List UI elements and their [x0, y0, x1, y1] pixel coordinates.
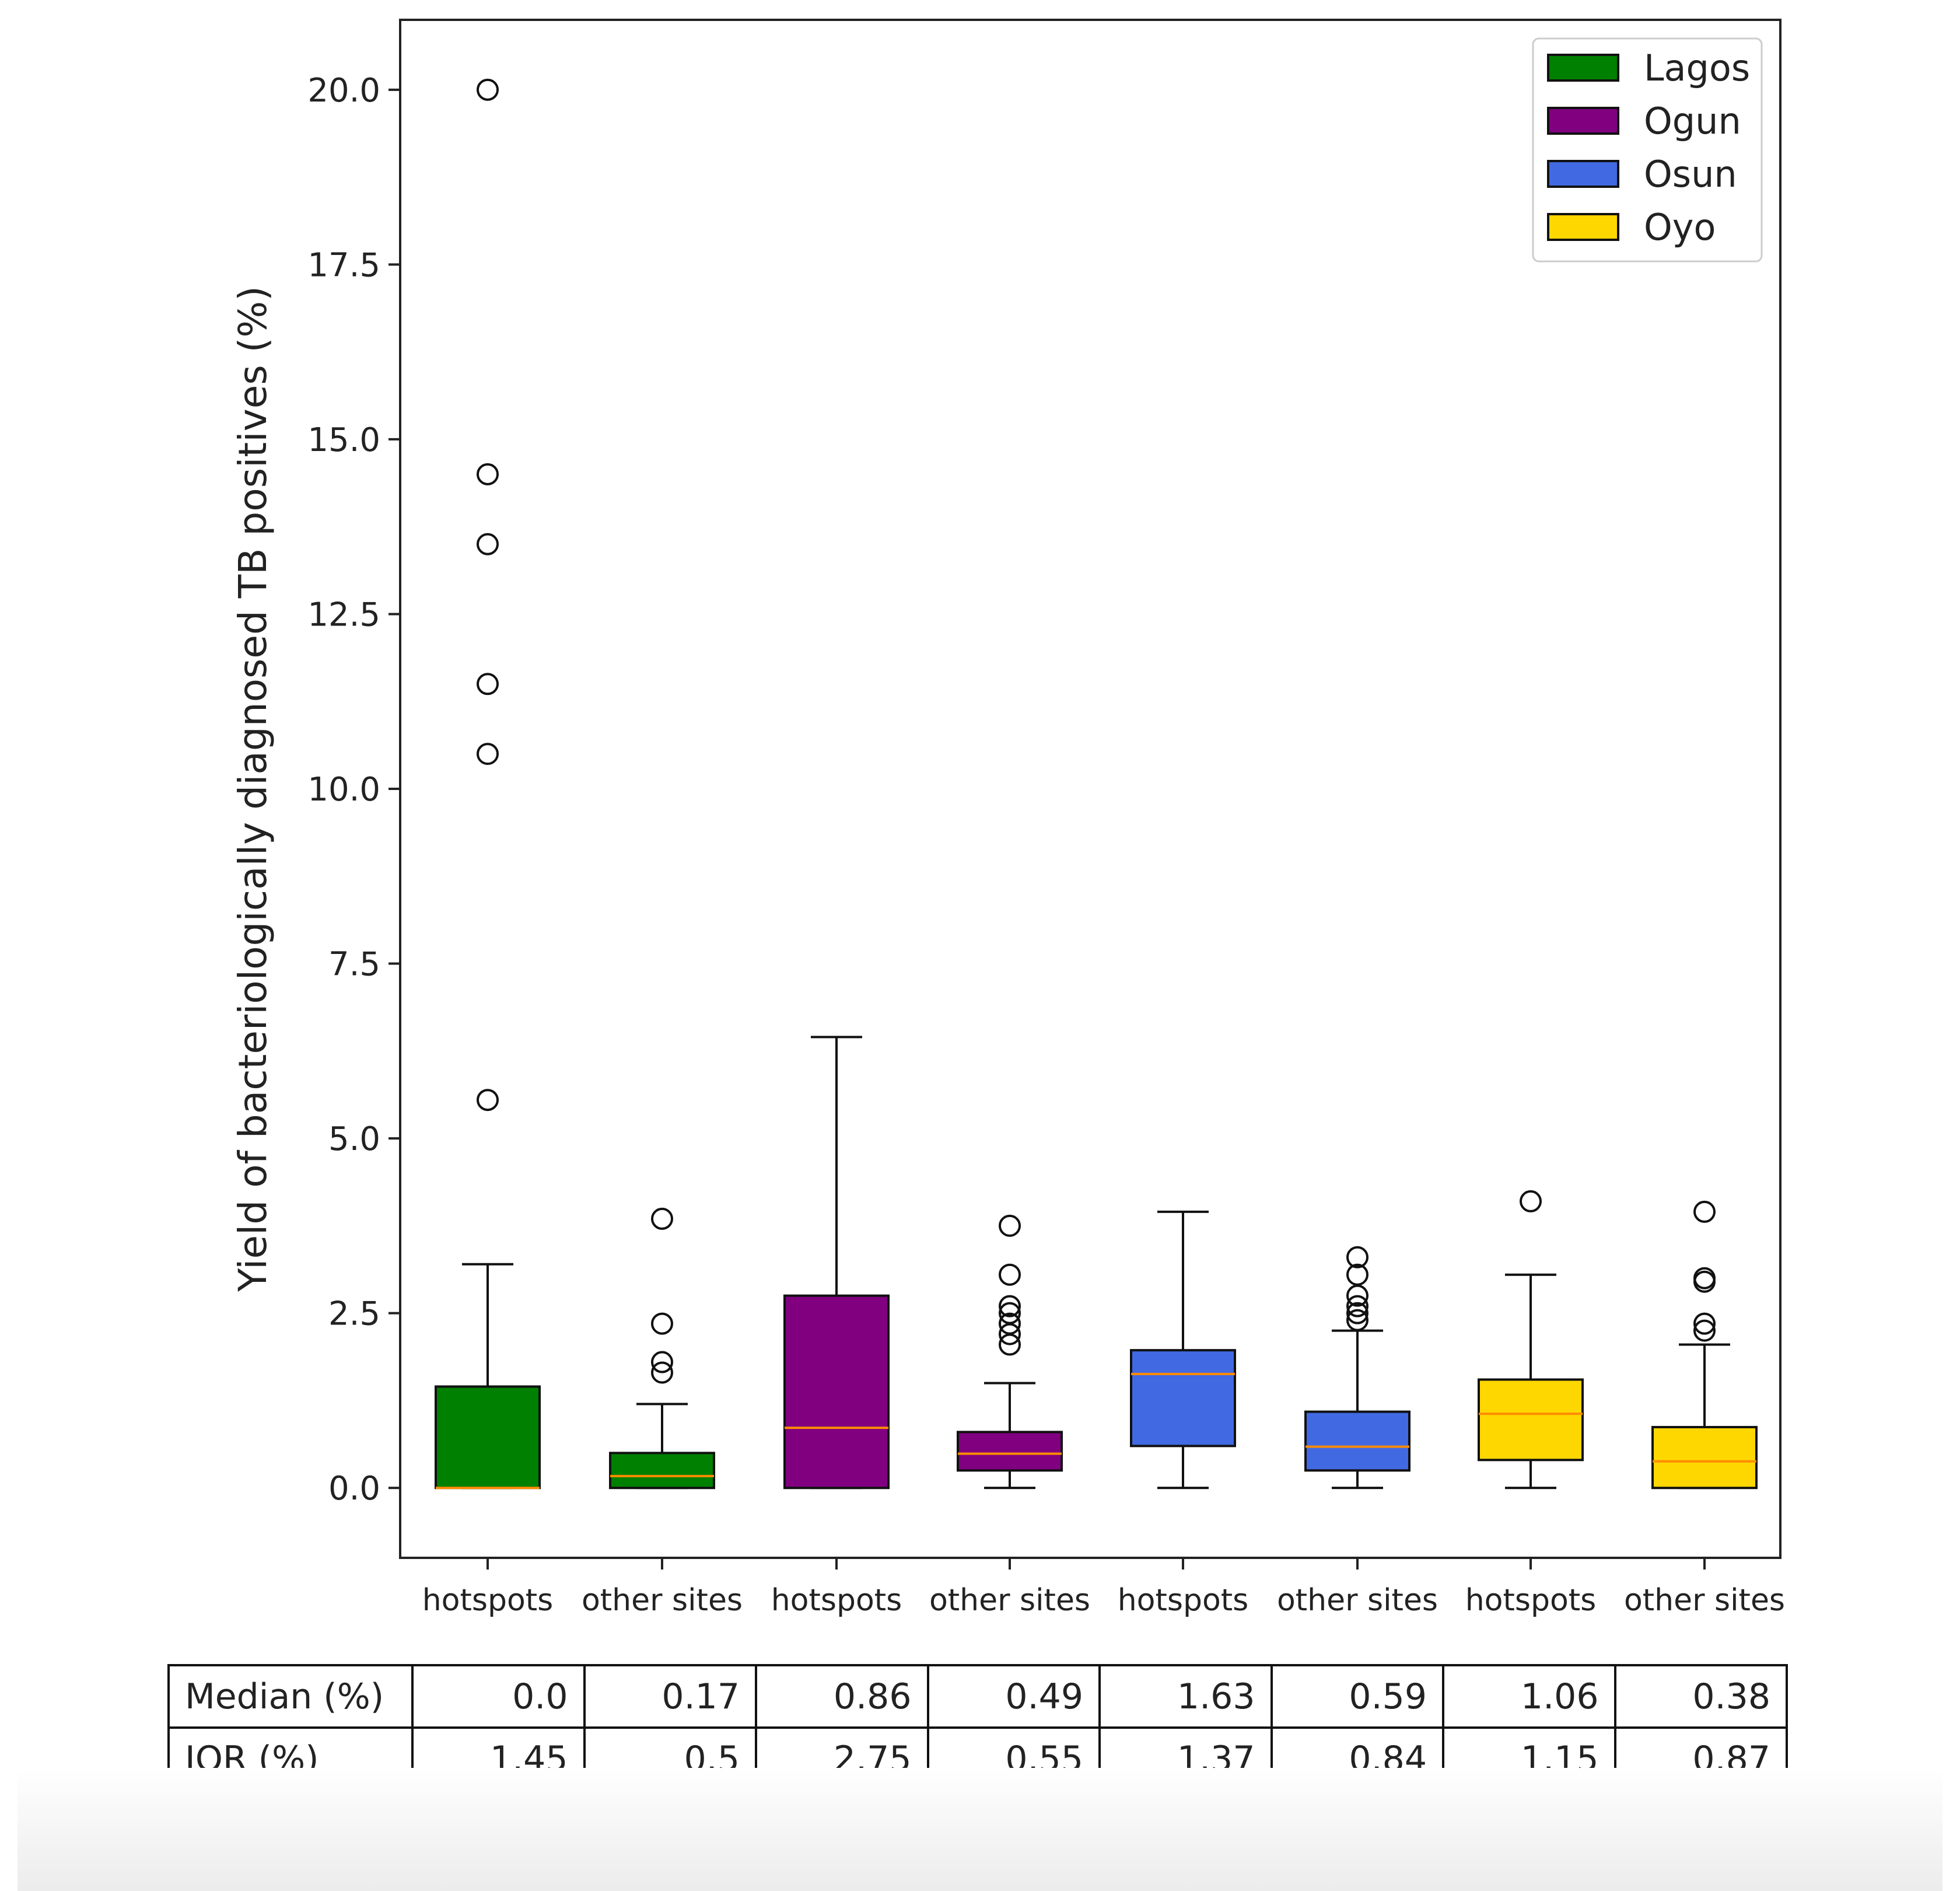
box-iqr	[1130, 1349, 1236, 1448]
x-tick-label: hotspots	[422, 1583, 554, 1618]
outlier-point	[1693, 1312, 1716, 1335]
x-tick-label: hotspots	[1118, 1583, 1249, 1618]
table-cell: 0.59	[1270, 1664, 1444, 1729]
legend-entries: Lagos Ogun Osun Oyo	[1547, 47, 1750, 249]
legend-label-oyo: Oyo	[1644, 206, 1716, 249]
box-iqr	[435, 1385, 541, 1490]
y-tick-label: 15.0	[307, 421, 380, 459]
x-axis: hotspots other sites hotspots other sites ho…	[422, 1558, 1785, 1618]
outlier-point	[651, 1207, 673, 1230]
x-tick-label: other sites	[1277, 1583, 1438, 1618]
table-cell: 0.49	[926, 1664, 1101, 1729]
table-row-label: Median (%)	[167, 1664, 414, 1729]
outlier-point	[999, 1302, 1021, 1324]
box-lagos-other-sites	[609, 1207, 715, 1490]
table-cell: 1.63	[1098, 1664, 1273, 1729]
outlier-point	[1346, 1309, 1368, 1331]
y-tick-label: 17.5	[307, 246, 380, 284]
legend-frame	[1532, 37, 1763, 263]
box-ogun-other-sites	[957, 1214, 1063, 1490]
box-iqr	[957, 1431, 1063, 1472]
plot-area-frame	[399, 19, 1782, 1559]
x-tick-label: hotspots	[1465, 1583, 1597, 1618]
legend-label-lagos: Lagos	[1644, 47, 1750, 89]
x-tick-label: hotspots	[771, 1583, 902, 1618]
legend-swatch-ogun	[1547, 107, 1619, 135]
legend: Lagos Ogun Osun Oyo	[1532, 37, 1763, 263]
box-plot-series	[435, 78, 1758, 1490]
legend-label-ogun: Ogun	[1644, 100, 1741, 142]
outlier-point	[1693, 1267, 1716, 1289]
table-cell: 0.17	[583, 1664, 757, 1729]
outlier-point	[1693, 1319, 1716, 1342]
outlier-point	[477, 463, 499, 485]
outlier-point	[477, 743, 499, 766]
box-oyo-other-sites	[1651, 1200, 1758, 1490]
outlier-point	[1693, 1200, 1716, 1223]
box-osun-hotspots	[1130, 1210, 1236, 1490]
legend-swatch-osun	[1547, 160, 1619, 188]
legend-swatch-lagos	[1547, 54, 1619, 82]
y-axis-label: Yield of bacteriologically diagnosed TB …	[230, 286, 275, 1292]
x-tick-label: other sites	[929, 1583, 1090, 1618]
x-tick-label: other sites	[1624, 1583, 1785, 1618]
outlier-point	[651, 1361, 673, 1384]
box-iqr	[609, 1452, 715, 1490]
outlier-point	[651, 1351, 673, 1373]
table-cell: 0.86	[755, 1664, 929, 1729]
box-osun-other-sites	[1304, 1246, 1410, 1490]
table-row: Median (%) 0.0 0.17 0.86 0.49 1.63 0.59 1.06 0.3…	[167, 1664, 1788, 1729]
y-tick-label: 7.5	[328, 946, 380, 984]
legend-label-osun: Osun	[1644, 153, 1737, 195]
outlier-point	[651, 1312, 673, 1335]
box-ogun-hotspots	[783, 1036, 890, 1490]
outlier-point	[477, 78, 499, 101]
y-tick-label: 0.0	[328, 1470, 380, 1508]
x-tick-label: other sites	[582, 1583, 743, 1618]
table-cell: 0.0	[411, 1664, 586, 1729]
table-cell: 1.06	[1442, 1664, 1616, 1729]
box-oyo-hotspots	[1478, 1190, 1584, 1490]
bottom-shade	[18, 1768, 1943, 1891]
outlier-point	[999, 1263, 1021, 1286]
outlier-point	[477, 533, 499, 555]
y-tick-label: 20.0	[307, 72, 380, 110]
box-iqr	[1304, 1410, 1410, 1472]
y-tick-label: 10.0	[307, 771, 380, 809]
outlier-point	[999, 1214, 1021, 1237]
outlier-point	[477, 1089, 499, 1111]
y-axis: 0.0 2.5 5.0 7.5 10.0 12.5 15.0 17.5 20.0	[307, 72, 400, 1508]
outlier-point	[477, 673, 499, 695]
outlier-point	[999, 1312, 1021, 1335]
outlier-point	[1346, 1263, 1368, 1286]
box-lagos-hotspots	[435, 78, 541, 1490]
legend-swatch-oyo	[1547, 213, 1619, 241]
y-tick-label: 5.0	[328, 1120, 380, 1158]
outlier-point	[1346, 1246, 1368, 1268]
outlier-point	[999, 1295, 1021, 1317]
outlier-point	[1346, 1295, 1368, 1317]
box-iqr	[1651, 1425, 1758, 1490]
outlier-point	[1346, 1302, 1368, 1324]
y-tick-label: 2.5	[328, 1295, 380, 1333]
y-tick-label: 12.5	[307, 596, 380, 634]
box-iqr	[783, 1294, 890, 1490]
box-iqr	[1478, 1378, 1584, 1462]
table-cell: 0.38	[1614, 1664, 1788, 1729]
outlier-point	[1520, 1190, 1542, 1212]
